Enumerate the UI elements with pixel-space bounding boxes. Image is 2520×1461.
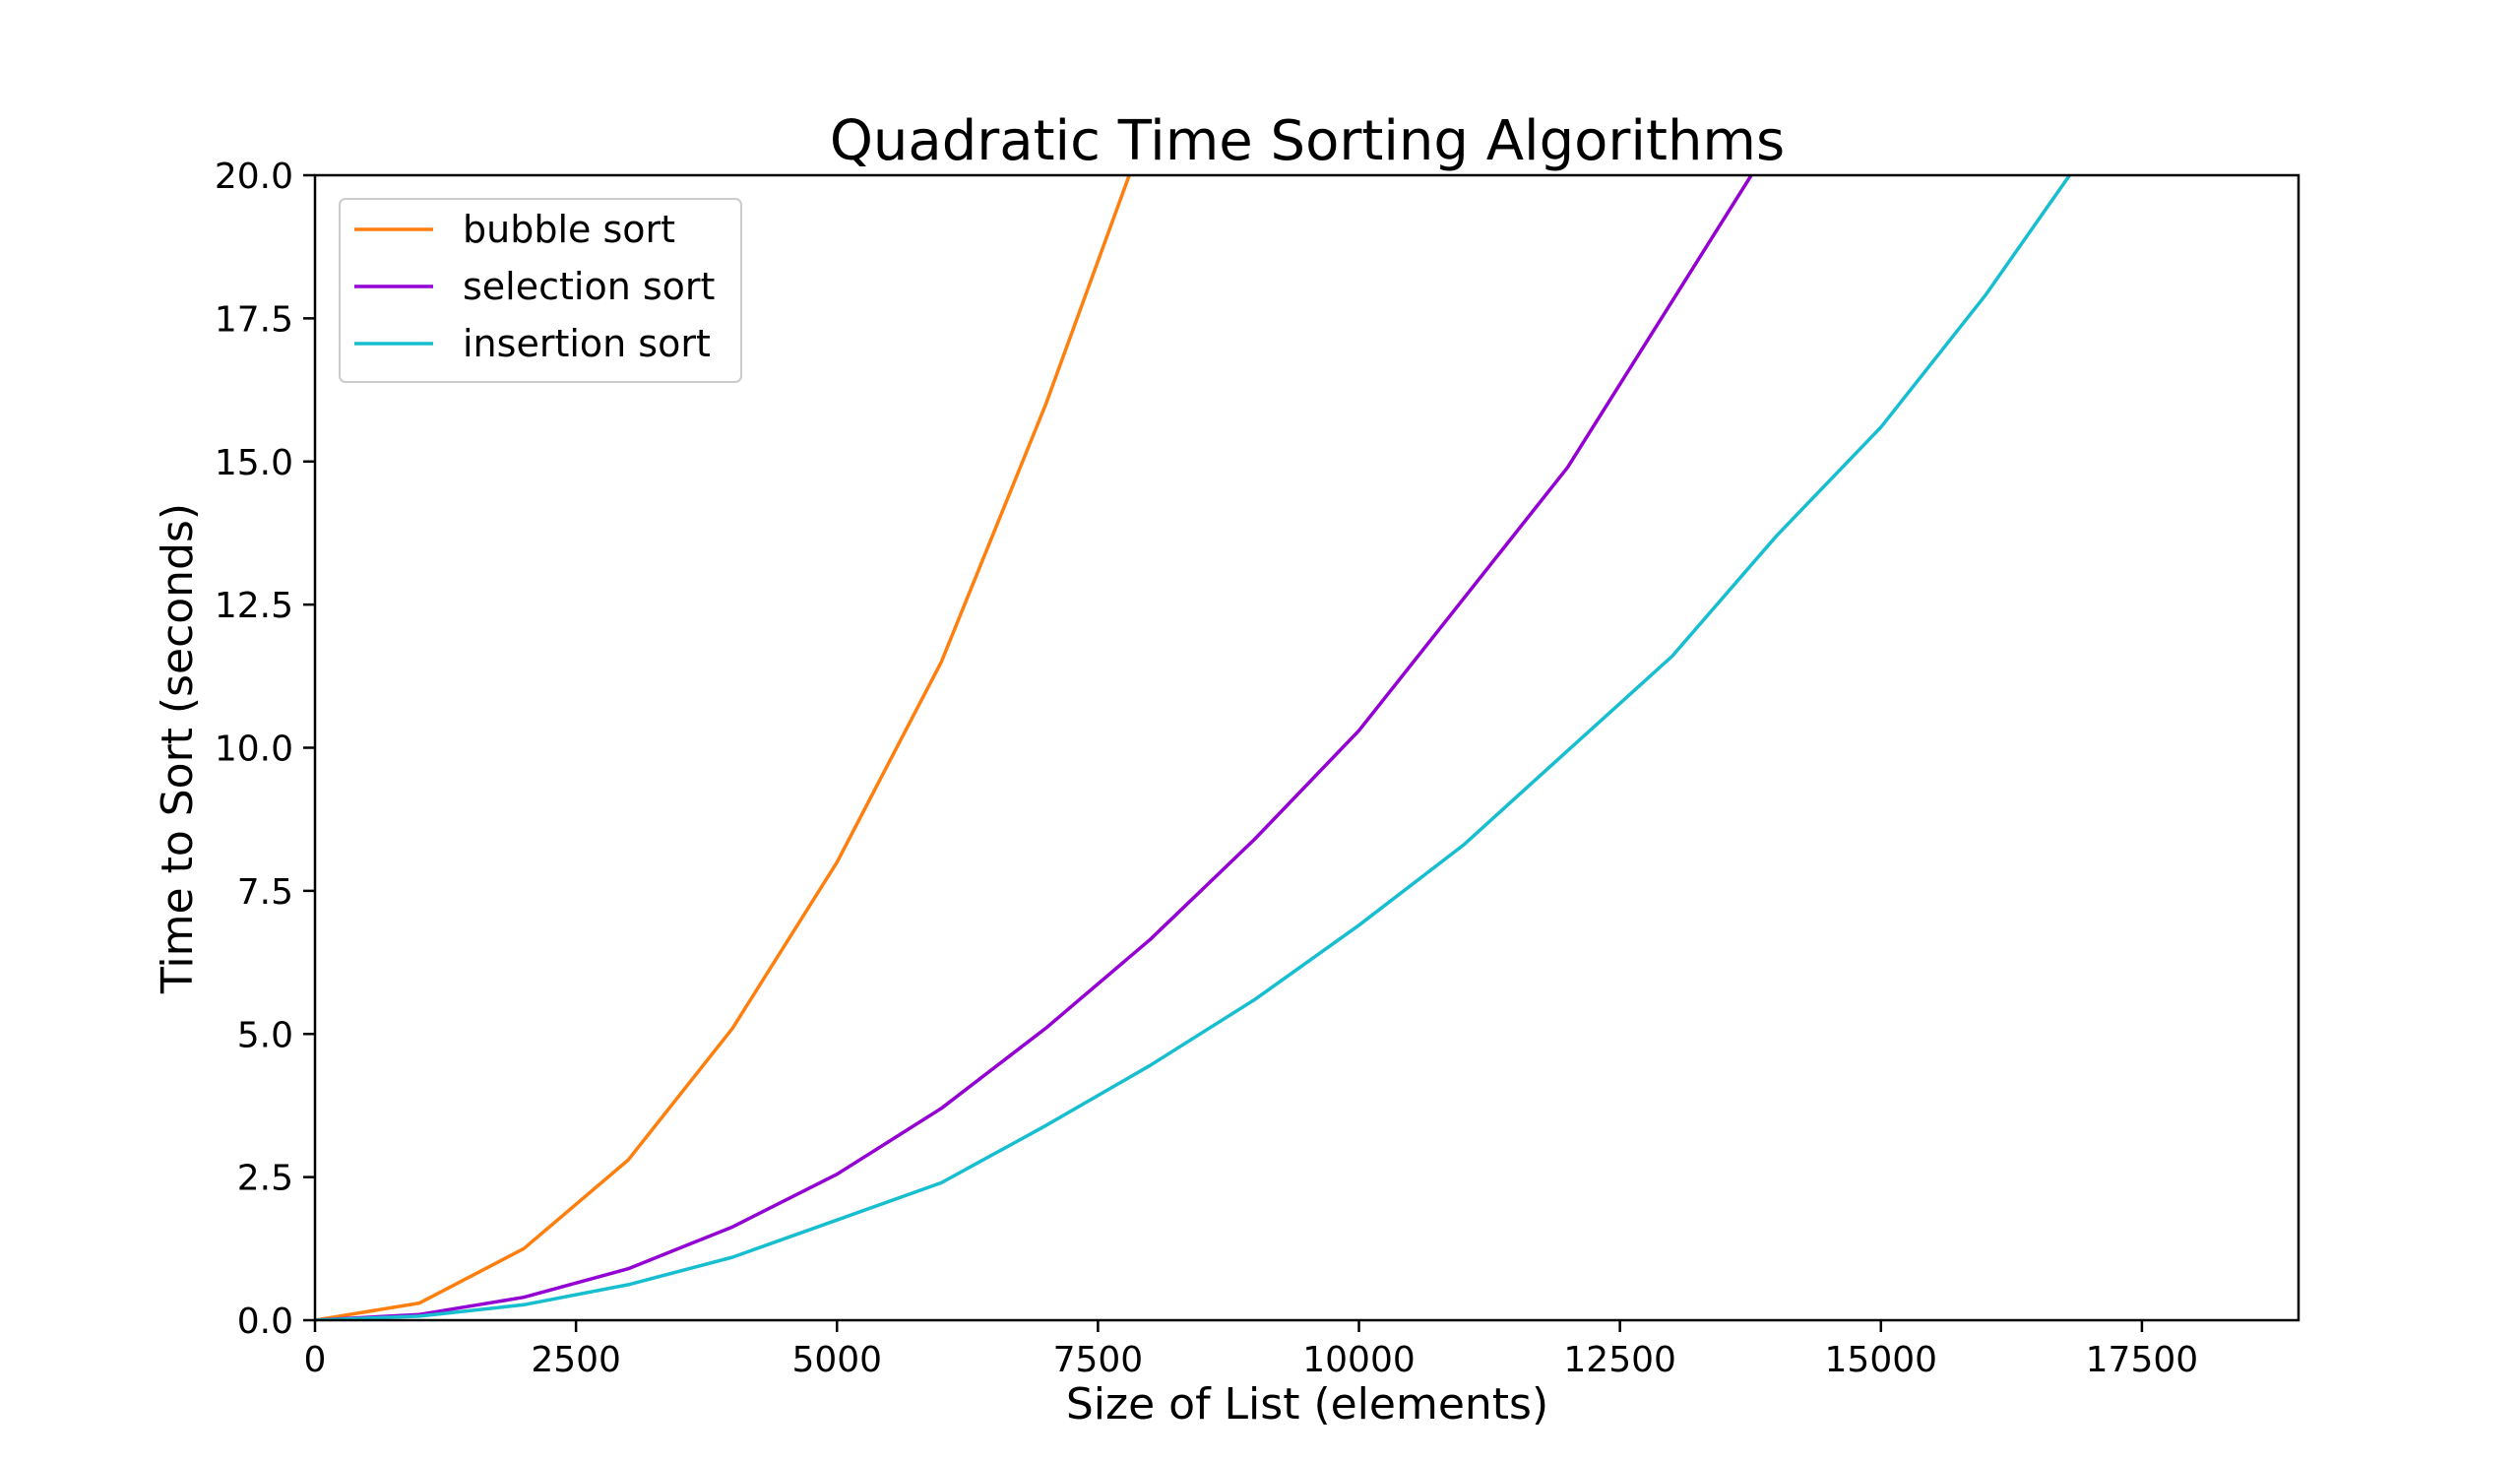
x-tick-label: 2500 (531, 1340, 621, 1380)
x-tick-label: 15000 (1825, 1340, 1938, 1380)
plot-frame (313, 173, 2300, 1322)
x-tick-label: 17500 (2086, 1340, 2199, 1380)
chart-title: Quadratic Time Sorting Algorithms (830, 109, 1785, 173)
series-line-bubble-sort (315, 175, 1132, 1320)
legend-items: bubble sort selection sort insertion sort (354, 208, 715, 365)
y-axis-title: Time to Sort (seconds) (153, 503, 203, 994)
y-tick-label: 12.5 (215, 586, 293, 626)
x-axis-title: Size of List (elements) (1066, 1379, 1548, 1429)
y-tick-label: 2.5 (237, 1159, 293, 1199)
series-line-insertion-sort (315, 175, 2072, 1320)
legend: bubble sort selection sort insertion sort (339, 198, 742, 383)
x-tick-label: 12500 (1563, 1340, 1676, 1380)
y-tick-label: 7.5 (237, 872, 293, 913)
y-tick-label: 5.0 (237, 1015, 293, 1055)
legend-label: insertion sort (463, 322, 711, 365)
x-tick-label: 5000 (791, 1340, 882, 1380)
y-tick-label: 20.0 (215, 157, 293, 197)
x-tick-label: 10000 (1302, 1340, 1416, 1380)
y-tick-label: 17.5 (215, 299, 293, 340)
y-tick-label: 10.0 (215, 730, 293, 770)
legend-label: bubble sort (463, 208, 675, 251)
legend-label: selection sort (463, 265, 715, 308)
series-line-selection-sort (315, 175, 1754, 1320)
ticks-layer: 0 2500 5000 7500 10000 12500 15000 17500 0.0 2.5 5… (215, 157, 2198, 1380)
y-tick-label: 15.0 (215, 443, 293, 483)
x-tick-label: 0 (304, 1340, 327, 1380)
y-tick-label: 0.0 (237, 1302, 293, 1342)
x-tick-label: 7500 (1053, 1340, 1144, 1380)
series-layer (315, 175, 2072, 1320)
legend-box (339, 198, 742, 383)
